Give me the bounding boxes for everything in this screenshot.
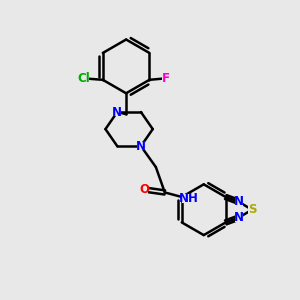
Bar [162, 74, 170, 82]
Bar [137, 142, 145, 150]
Text: N: N [136, 140, 146, 153]
Bar [248, 206, 256, 214]
Text: F: F [162, 72, 170, 85]
Bar [113, 108, 122, 116]
Text: N: N [234, 195, 244, 208]
Text: S: S [248, 203, 256, 216]
Text: N: N [234, 211, 244, 224]
Bar [182, 194, 195, 202]
Bar [235, 198, 243, 206]
Text: O: O [139, 183, 149, 196]
Text: NH: NH [179, 192, 199, 205]
Bar [77, 74, 89, 82]
Bar [235, 213, 243, 222]
Text: N: N [112, 106, 122, 118]
Text: Cl: Cl [77, 72, 90, 85]
Bar [140, 185, 148, 194]
